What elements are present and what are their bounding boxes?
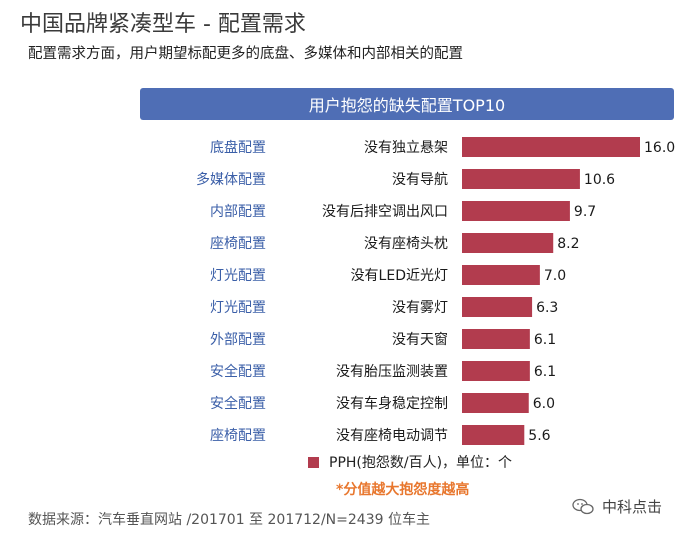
- bar: [462, 265, 540, 285]
- category-label: 灯光配置: [210, 300, 266, 316]
- category-label: 底盘配置: [210, 139, 266, 156]
- page-title: 中国品牌紧凑型车 - 配置需求: [20, 12, 306, 37]
- legend: PPH(抱怨数/百人)，单位：个: [308, 452, 512, 472]
- category-label: 外部配置: [210, 332, 266, 348]
- category-label: 灯光配置: [210, 268, 266, 284]
- item-label: 没有胎压监测装置: [336, 364, 448, 380]
- value-label: 16.0: [644, 140, 675, 156]
- category-label: 多媒体配置: [196, 171, 266, 188]
- item-label: 没有座椅电动调节: [336, 428, 448, 444]
- bar: [462, 201, 570, 221]
- value-label: 8.2: [557, 236, 579, 252]
- category-label: 安全配置: [210, 363, 266, 380]
- page-subtitle: 配置需求方面，用户期望标配更多的底盘、多媒体和内部相关的配置: [28, 46, 463, 62]
- bar: [462, 233, 554, 253]
- value-label: 9.7: [574, 204, 596, 220]
- category-label: 安全配置: [210, 395, 266, 412]
- value-label: 6.0: [533, 396, 555, 412]
- value-label: 6.1: [534, 364, 556, 380]
- category-label: 座椅配置: [210, 428, 266, 444]
- bar: [462, 393, 529, 413]
- category-label: 座椅配置: [210, 236, 266, 252]
- bar: [462, 137, 640, 157]
- watermark-text: 中科点击: [602, 498, 663, 516]
- category-label: 内部配置: [210, 204, 266, 220]
- item-label: 没有独立悬架: [364, 140, 448, 156]
- item-label: 没有天窗: [392, 331, 448, 348]
- item-label: 没有后排空调出风口: [322, 204, 448, 220]
- bar: [462, 329, 530, 349]
- chat-bubble-icon: [572, 498, 594, 514]
- legend-label: PPH(抱怨数/百人)，单位：个: [329, 455, 513, 471]
- chart-title-banner: 用户抱怨的缺失配置TOP10: [140, 88, 674, 120]
- value-label: 6.3: [536, 300, 558, 316]
- data-source: 数据来源：汽车垂直网站 /201701 至 201712/N=2439 位车主: [28, 512, 430, 528]
- item-label: 没有LED近光灯: [351, 268, 448, 284]
- bar: [462, 361, 530, 381]
- item-label: 没有车身稳定控制: [336, 395, 448, 412]
- value-label: 6.1: [534, 332, 556, 348]
- value-label: 10.6: [584, 172, 615, 188]
- watermark: 中科点击: [572, 496, 662, 517]
- legend-swatch: [308, 456, 319, 468]
- item-label: 没有座椅头枕: [364, 236, 448, 252]
- bar: [462, 425, 525, 445]
- bar: [462, 297, 533, 317]
- item-label: 没有导航: [392, 172, 448, 188]
- chart-note: *分值越大抱怨度越高: [336, 482, 470, 498]
- value-label: 7.0: [544, 268, 566, 284]
- bar: [462, 169, 580, 189]
- chart-title: 用户抱怨的缺失配置TOP10: [308, 96, 506, 115]
- item-label: 没有雾灯: [392, 300, 448, 316]
- value-label: 5.6: [528, 428, 550, 444]
